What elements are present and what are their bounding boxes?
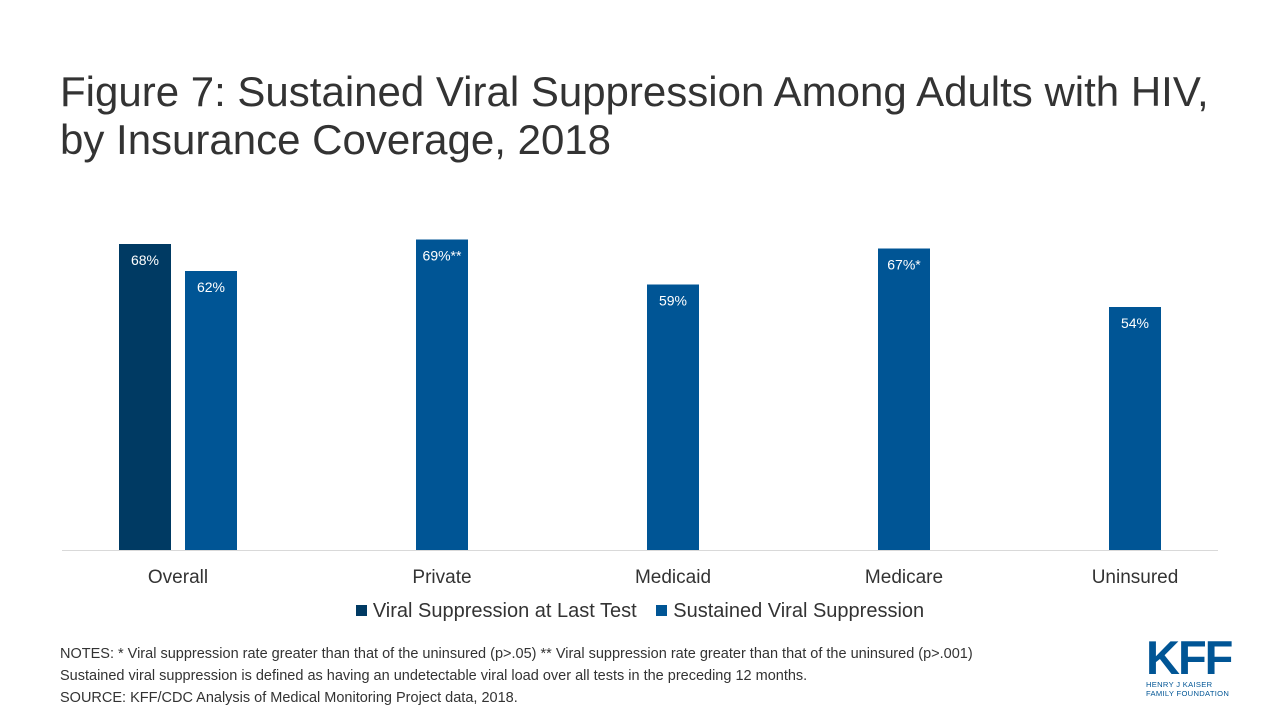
chart-title: Figure 7: Sustained Viral Suppression Am… [60,68,1209,163]
legend-swatch [656,605,668,616]
bar-overall-series-0 [119,244,171,550]
bar-medicaid-series-1 [647,284,699,550]
notes-line: Sustained viral suppression is defined a… [60,668,808,684]
logo-subtitle: HENRY J KAISER [1146,680,1213,689]
data-label: 59% [659,293,687,309]
bar-medicare-series-1 [878,248,930,550]
notes-line: NOTES: * Viral suppression rate greater … [60,646,973,662]
data-label: 67%* [887,257,921,273]
legend-label: Sustained Viral Suppression [673,600,925,622]
bar-chart: 68% 62% Overall 69%** Private 59% Medicaid 67%*… [62,239,1218,588]
x-tick-label: Uninsured [1092,567,1179,588]
data-label: 62% [197,279,225,295]
source-line: SOURCE: KFF/CDC Analysis of Medical Moni… [60,690,518,706]
bar-overall-series-1 [185,271,237,550]
legend-label: Viral Suppression at Last Test [372,600,637,622]
x-tick-label: Medicaid [635,567,711,588]
logo-subtitle: FAMILY FOUNDATION [1146,689,1230,698]
data-label: 69%** [423,248,462,264]
data-label: 54% [1121,315,1149,331]
chart-legend: Viral Suppression at Last Test Sustained… [0,600,1280,623]
kff-logo: KFF HENRY J KAISER FAMILY FOUNDATION [1146,631,1236,700]
bar-uninsured-series-1 [1109,307,1161,550]
legend-item-sustained-viral-suppression: Sustained Viral Suppression [656,600,924,623]
x-tick-label: Medicare [865,567,943,588]
x-tick-label: Private [412,567,471,588]
legend-item-viral-suppression-last-test: Viral Suppression at Last Test [355,600,637,623]
data-label: 68% [131,252,159,268]
legend-swatch [355,605,367,616]
logo-mark: KFF [1146,631,1233,684]
chart-notes: NOTES: * Viral suppression rate greater … [60,643,1120,709]
bar-private-series-1 [416,239,468,550]
x-tick-label: Overall [148,567,208,588]
